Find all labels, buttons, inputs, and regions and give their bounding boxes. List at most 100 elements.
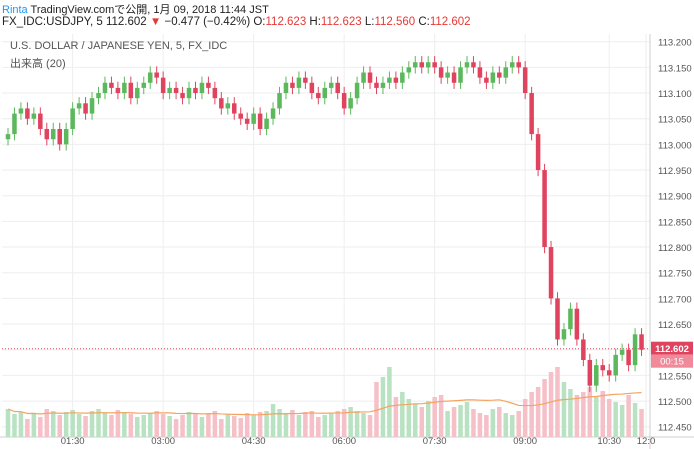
candle-body	[154, 72, 159, 78]
volume-bar	[238, 418, 243, 437]
x-tick-label: 01:30	[61, 436, 85, 447]
volume-bar	[25, 419, 30, 437]
candle-body	[374, 82, 379, 88]
chart-title: U.S. DOLLAR / JAPANESE YEN, 5, FX_IDC	[10, 40, 228, 52]
price-chart[interactable]: 113.200 113.150 113.100 113.050 113.000 112.9…	[0, 34, 694, 449]
volume-bar	[193, 414, 198, 437]
candle-body	[76, 103, 82, 109]
volume-bar	[477, 413, 483, 437]
candle-body	[141, 82, 147, 88]
volume-bar	[283, 413, 289, 437]
volume-bar	[160, 414, 166, 437]
candle-body	[522, 67, 528, 94]
publish-line: Rinta TradingView.comで公開, 1月 09, 2018 11…	[2, 1, 269, 17]
y-tick-label: 112.700	[658, 294, 692, 305]
volume-bar	[232, 416, 237, 437]
candle-body	[406, 67, 412, 73]
candle-body	[413, 62, 418, 68]
y-tick-label: 113.100	[658, 89, 692, 100]
volume-bar	[303, 412, 308, 437]
candle-body	[193, 87, 198, 94]
volume-bar	[406, 399, 412, 437]
candle-body	[199, 82, 205, 94]
volume-bar	[173, 419, 179, 437]
close-label: C:	[418, 16, 430, 28]
volume-bar	[393, 397, 399, 437]
volume-bar	[128, 414, 134, 437]
candle-body	[380, 82, 386, 88]
candle-body	[438, 67, 444, 78]
volume-bar	[619, 405, 625, 437]
volume-bar	[5, 409, 11, 437]
volume-bar	[63, 412, 69, 437]
author-name[interactable]: Rinta	[2, 4, 28, 16]
volume-bar	[38, 417, 43, 437]
candle-body	[535, 134, 541, 171]
volume-bar	[413, 404, 418, 437]
candle-body	[96, 93, 101, 99]
candle-body	[63, 128, 69, 145]
candle-body	[316, 93, 321, 99]
volume-bar	[555, 367, 560, 437]
volume-ma-line	[7, 392, 642, 416]
high-value: 112.623	[320, 16, 362, 28]
candle-body	[400, 72, 405, 83]
y-tick-label: 113.050	[658, 115, 692, 126]
candle-body	[503, 67, 509, 78]
volume-bar	[341, 409, 347, 437]
candle-body	[548, 247, 554, 299]
volume-bar	[277, 409, 282, 437]
candle-body	[477, 67, 483, 78]
y-tick-label: 112.550	[658, 371, 692, 382]
volume-bar	[535, 387, 541, 437]
countdown-label: 00:15	[660, 357, 684, 368]
candle-body	[639, 334, 644, 350]
volume-bar	[374, 382, 379, 437]
volume-bar	[290, 410, 295, 437]
volume-bar	[212, 411, 218, 437]
volume-bar	[57, 415, 62, 437]
candle-body	[361, 72, 366, 83]
volume-bar	[44, 409, 50, 437]
volume-bar	[451, 407, 457, 437]
candle-body	[122, 82, 127, 94]
candle-body	[464, 62, 470, 68]
volume-bar	[432, 397, 437, 437]
candle-body	[309, 82, 315, 94]
x-tick-label: 06:00	[332, 436, 356, 447]
y-tick-label: 112.800	[658, 243, 692, 254]
volume-bar	[387, 367, 392, 437]
volume-bar	[322, 415, 328, 437]
volume-bar	[135, 417, 140, 437]
volume-bar	[309, 411, 315, 437]
x-tick-label: 03:00	[151, 436, 175, 447]
candle-body	[57, 128, 62, 145]
candle-body	[471, 62, 476, 68]
volume-bar	[581, 392, 586, 437]
volume-bar	[316, 417, 321, 437]
y-tick-label: 113.200	[658, 38, 692, 49]
candle-body	[632, 334, 638, 366]
y-tick-label: 112.950	[658, 166, 692, 177]
candle-body	[70, 108, 75, 129]
candle-body	[509, 62, 515, 68]
candle-body	[219, 98, 224, 109]
candle-body	[290, 82, 295, 88]
y-tick-label: 112.850	[658, 217, 692, 228]
volume-bar	[380, 377, 386, 437]
candle-body	[354, 82, 360, 99]
candle-body	[619, 349, 625, 355]
candle-body	[238, 113, 243, 119]
published-text: TradingView.comで公開, 1月 09, 2018 11:44 JS…	[30, 4, 269, 16]
candle-body	[251, 113, 256, 124]
candle-body	[83, 103, 88, 114]
change-value: −0.477 (−0.42%)	[164, 16, 251, 28]
candle-body	[186, 87, 192, 99]
candle-body	[180, 93, 185, 99]
volume-bar	[251, 415, 256, 437]
volume-bar	[225, 414, 231, 437]
volume-bar	[257, 412, 263, 437]
candle-body	[232, 103, 237, 114]
volume-bar	[613, 402, 618, 437]
volume-bar	[497, 407, 502, 437]
